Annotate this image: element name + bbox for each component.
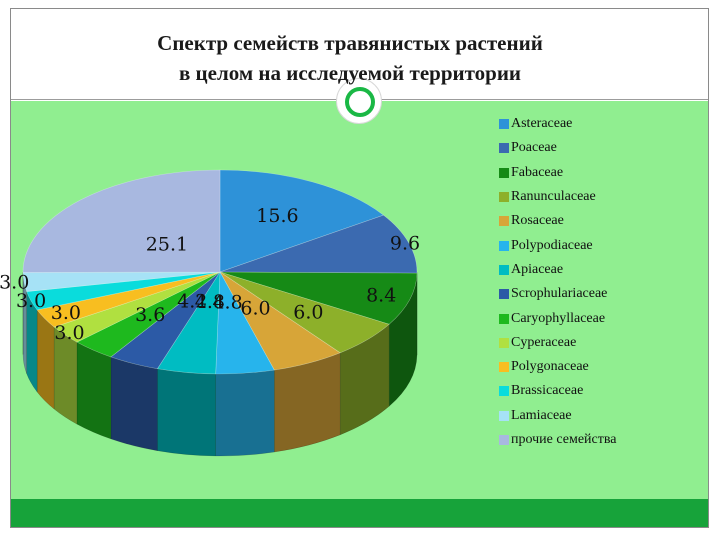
data-label-2: 8.4	[366, 285, 396, 307]
slice-poaceae	[219, 214, 418, 274]
legend-swatch	[499, 386, 509, 397]
chart-title-line-1: Спектр семейств травянистых растений	[157, 31, 543, 55]
slice-apiaceae	[156, 270, 221, 375]
slice-polygonaceae	[36, 271, 221, 328]
slice-polypodiaceae	[215, 270, 275, 375]
legend-swatch	[499, 167, 509, 178]
data-label-0: 15.6	[256, 205, 298, 227]
legend-item: Asteraceae	[499, 112, 617, 136]
footer-bar	[11, 499, 708, 527]
legend-label: Fabaceae	[511, 164, 564, 180]
slice-side-5	[215, 369, 275, 457]
legend-item: Polygonaceae	[499, 355, 617, 379]
legend-label: Apiaceae	[511, 261, 564, 277]
data-label-5: 4.8	[212, 291, 242, 313]
data-label-9: 3.0	[54, 322, 84, 344]
data-label-8: 3.6	[135, 304, 165, 326]
legend-label: Brassicaceae	[511, 383, 584, 399]
legend-item: Scrophulariaceae	[499, 282, 617, 306]
legend-item: Apiaceae	[499, 258, 617, 282]
slice-side-6	[157, 368, 216, 457]
data-label-6: 4.8	[195, 291, 225, 313]
data-label-4: 6.0	[240, 297, 270, 319]
slice-side-8	[76, 341, 112, 440]
legend-label: Poaceae	[511, 140, 557, 156]
legend-swatch	[499, 240, 509, 251]
legend-item: Rosaceae	[499, 209, 617, 233]
legend-label: Polygonaceae	[511, 359, 589, 375]
legend-label: Polypodiaceae	[511, 237, 593, 253]
data-label-13: 25.1	[146, 234, 188, 256]
slice-caryophyllaceae	[76, 271, 221, 358]
legend-item: Poaceae	[499, 136, 617, 160]
slice-rosaceae	[219, 271, 341, 371]
decorative-circle-icon	[336, 78, 382, 124]
legend-swatch	[499, 192, 509, 203]
legend-item: Caryophyllaceae	[499, 306, 617, 330]
slice-asteraceae	[219, 169, 385, 273]
legend-swatch	[499, 289, 509, 300]
legend-swatch	[499, 337, 509, 348]
legend-label: Ranunculaceae	[511, 189, 596, 205]
slice-scrophulariaceae	[110, 271, 221, 370]
legend-swatch	[499, 313, 509, 324]
legend-swatch	[499, 119, 509, 130]
data-label-1: 9.6	[390, 232, 420, 254]
slice-lamiaceae	[22, 271, 221, 292]
data-labels: 15.69.68.46.06.04.84.84.23.63.03.03.03.0…	[0, 205, 420, 344]
legend-item: Polypodiaceae	[499, 233, 617, 257]
legend-label: Rosaceae	[511, 213, 564, 229]
slice-ranunculaceae	[219, 271, 390, 354]
chart-title-line-2: в целом на исследуемой территории	[178, 61, 522, 85]
legend-swatch	[499, 216, 509, 227]
chart-legend: Asteraceae Poaceae Fabaceae Ranunculaceae Ro…	[499, 112, 617, 452]
legend-item: Cyperaceae	[499, 331, 617, 355]
decorative-ring	[345, 87, 375, 117]
slice-fabaceae	[219, 271, 418, 325]
data-label-10: 3.0	[51, 302, 81, 324]
legend-swatch	[499, 435, 509, 445]
data-label-3: 6.0	[293, 302, 323, 324]
legend-label: Scrophulariaceae	[511, 286, 608, 302]
legend-item: прочие семейства	[499, 428, 617, 452]
data-label-11: 3.0	[16, 290, 46, 312]
legend-label: Caryophyllaceae	[511, 310, 606, 326]
legend-swatch	[499, 362, 509, 373]
slice-side-7	[110, 356, 158, 452]
slice-brassicaceae	[26, 271, 221, 311]
slice-прочие-семейства	[22, 169, 221, 273]
legend-swatch	[499, 264, 509, 275]
data-label-7: 4.2	[177, 290, 207, 312]
legend-label: прочие семейства	[511, 432, 617, 447]
pie-sides	[22, 271, 418, 457]
chart-title: Спектр семейств травянистых растений в ц…	[0, 28, 720, 88]
legend-item: Lamiaceae	[499, 404, 617, 428]
legend-label: Asteraceae	[511, 116, 573, 132]
legend-swatch	[499, 143, 509, 154]
pie-slices	[22, 169, 418, 375]
data-label-12: 3.0	[0, 272, 29, 294]
legend-item: Fabaceae	[499, 161, 617, 185]
legend-item: Ranunculaceae	[499, 185, 617, 209]
slice-cyperaceae	[53, 271, 221, 343]
legend-item: Brassicaceae	[499, 379, 617, 403]
legend-swatch	[499, 410, 509, 421]
legend-label: Lamiaceae	[511, 407, 572, 423]
legend-label: Cyperaceae	[511, 334, 577, 350]
